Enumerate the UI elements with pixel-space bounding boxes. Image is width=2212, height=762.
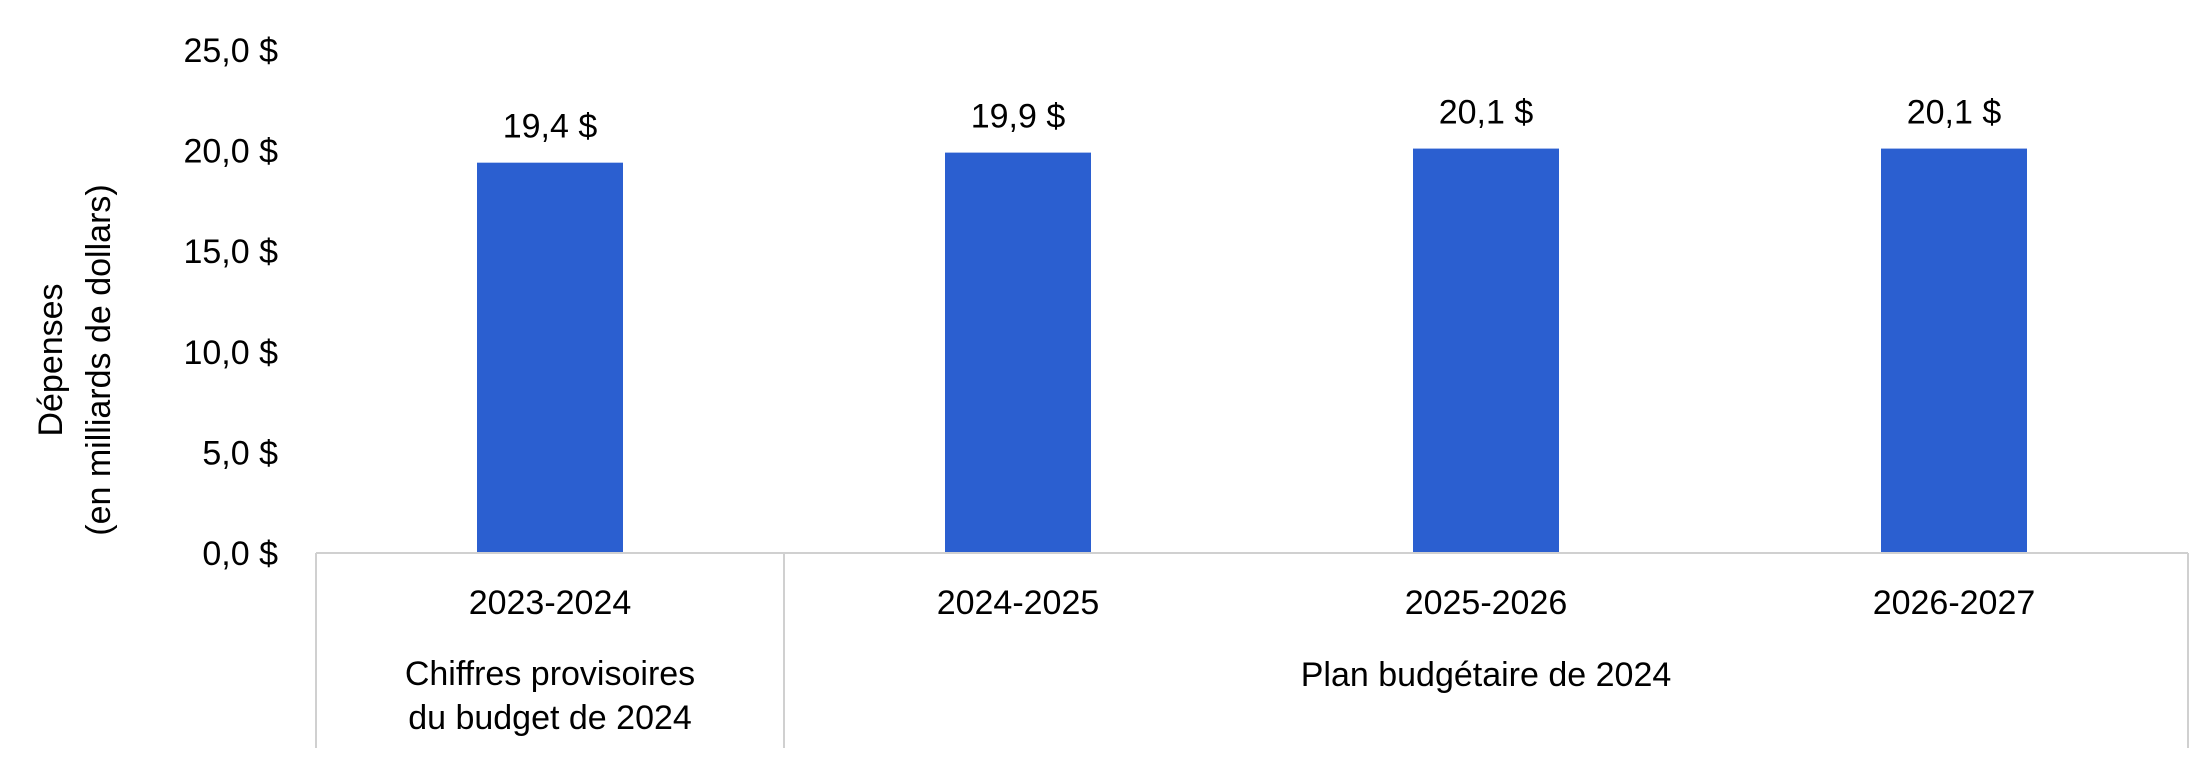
category-label: 2023-2024	[469, 584, 632, 622]
category-label: 2024-2025	[937, 584, 1100, 622]
y-tick-label: 5,0 $	[202, 434, 278, 472]
y-axis-title-line-1: Dépenses	[32, 283, 70, 436]
y-tick-label: 25,0 $	[183, 32, 278, 70]
y-tick-label: 15,0 $	[183, 233, 278, 271]
bar-value-label: 19,4 $	[503, 108, 598, 146]
data-labels: 19,4 $ 19,9 $ 20,1 $ 20,1 $	[503, 94, 2002, 146]
bar	[477, 162, 623, 553]
y-axis-title-line-2: (en milliards de dollars)	[80, 184, 118, 535]
group-labels: Chiffres provisoires du budget de 2024 Pla…	[405, 655, 1671, 737]
group-label-line: Chiffres provisoires	[405, 655, 695, 693]
category-label: 2026-2027	[1873, 584, 2036, 622]
bar-value-label: 20,1 $	[1907, 94, 2002, 132]
category-labels: 2023-2024 2024-2025 2025-2026 2026-2027	[469, 584, 2036, 622]
category-axis-frame	[315, 552, 2189, 748]
y-tick-label: 20,0 $	[183, 133, 278, 171]
bar	[1413, 148, 1559, 553]
bar-series	[477, 148, 2027, 553]
group-label-line: du budget de 2024	[408, 699, 692, 737]
category-label: 2025-2026	[1405, 584, 1568, 622]
bar	[945, 152, 1091, 553]
group-label-line: Plan budgétaire de 2024	[1301, 656, 1672, 694]
bar-value-label: 20,1 $	[1439, 94, 1534, 132]
y-axis-ticks: 0,0 $ 5,0 $ 10,0 $ 15,0 $ 20,0 $ 25,0 $	[183, 32, 278, 573]
bar-value-label: 19,9 $	[971, 98, 1066, 136]
y-tick-label: 0,0 $	[202, 535, 278, 573]
y-tick-label: 10,0 $	[183, 334, 278, 372]
bar	[1881, 148, 2027, 553]
y-axis-title: Dépenses (en milliards de dollars)	[32, 184, 118, 535]
